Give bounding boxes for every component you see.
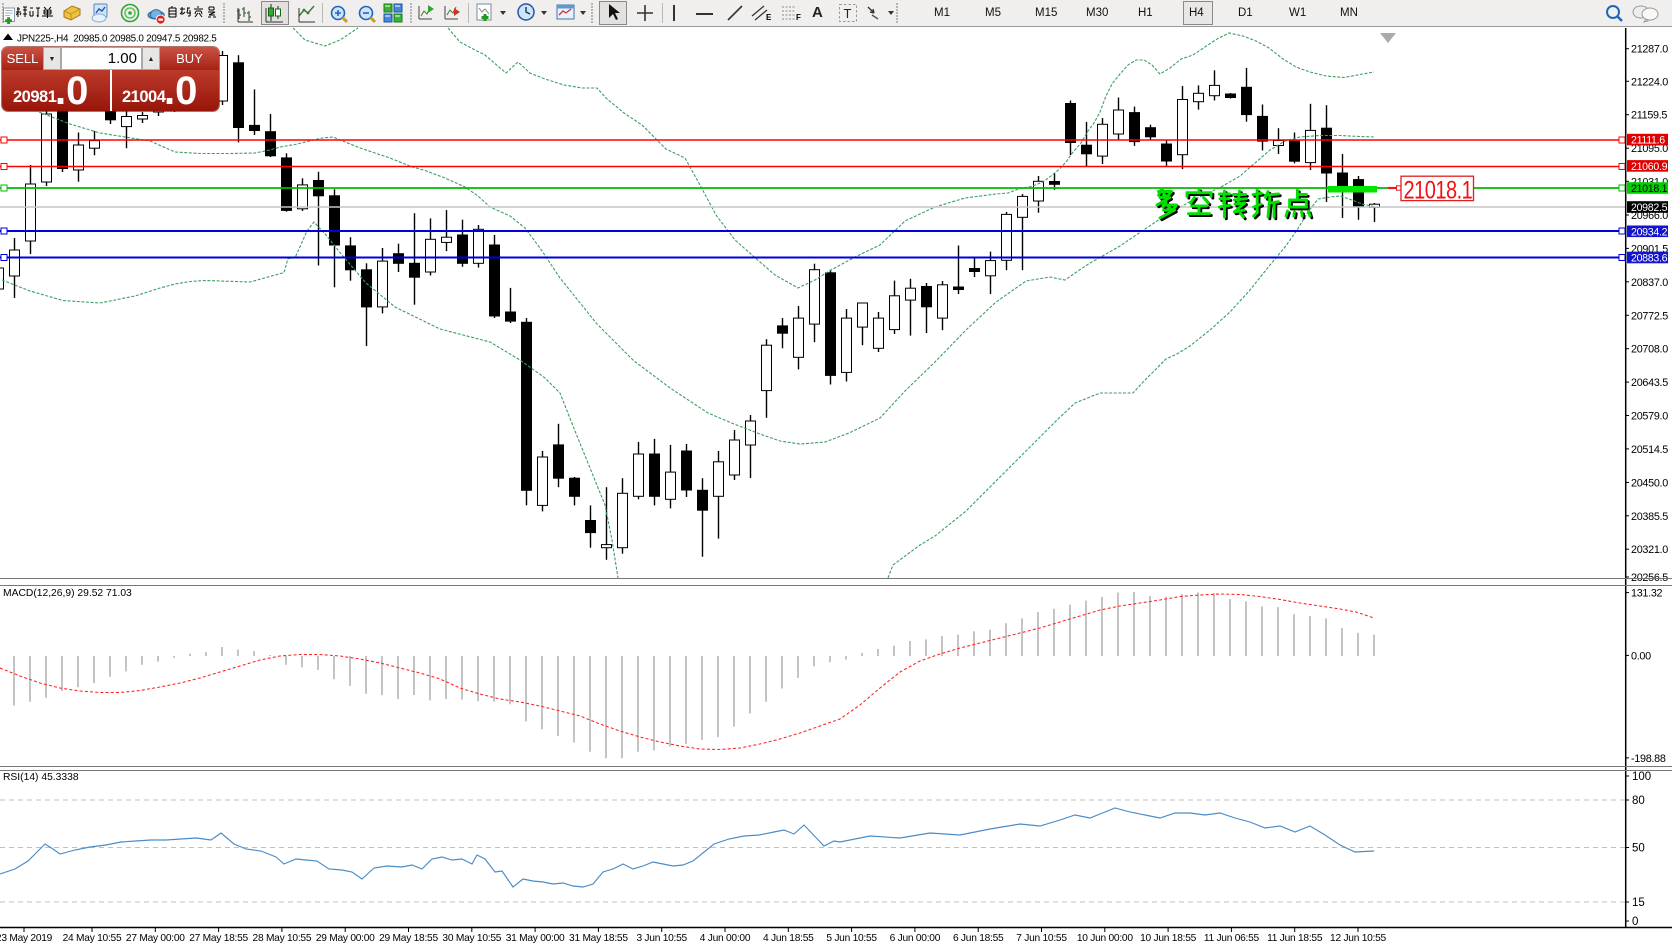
svg-text:15: 15 (1632, 897, 1645, 909)
svg-text:0.00: 0.00 (1631, 650, 1651, 662)
svg-text:-198.88: -198.88 (1631, 753, 1666, 765)
svg-text:20934.2: 20934.2 (1631, 226, 1668, 238)
svg-text:21224.0: 21224.0 (1631, 76, 1668, 88)
svg-text:30 May 10:55: 30 May 10:55 (442, 933, 501, 944)
svg-text:3 Jun 10:55: 3 Jun 10:55 (636, 933, 687, 944)
svg-text:12 Jun 10:55: 12 Jun 10:55 (1330, 933, 1386, 944)
svg-text:20837.0: 20837.0 (1631, 277, 1668, 289)
svg-text:28 May 10:55: 28 May 10:55 (253, 933, 312, 944)
svg-text:20514.5: 20514.5 (1631, 444, 1668, 456)
svg-text:20982.5: 20982.5 (1631, 202, 1668, 214)
svg-text:20708.0: 20708.0 (1631, 344, 1668, 356)
svg-text:20966.0: 20966.0 (1631, 210, 1668, 222)
svg-text:RSI(14) 45.3338: RSI(14) 45.3338 (3, 772, 79, 783)
svg-text:21111.6: 21111.6 (1631, 135, 1665, 147)
svg-text:4 Jun 00:00: 4 Jun 00:00 (700, 933, 751, 944)
svg-text:6 Jun 18:55: 6 Jun 18:55 (953, 933, 1004, 944)
svg-text:21018.1: 21018.1 (1631, 183, 1668, 195)
svg-text:4 Jun 18:55: 4 Jun 18:55 (763, 933, 814, 944)
svg-text:11 Jun 06:55: 11 Jun 06:55 (1204, 933, 1260, 944)
svg-text:20772.5: 20772.5 (1631, 310, 1668, 322)
svg-text:20385.5: 20385.5 (1631, 511, 1668, 523)
svg-text:JPN225-,H4 20985.0 20985.0 20: JPN225-,H4 20985.0 20985.0 20947.5 20982… (17, 34, 217, 45)
svg-text:7 Jun 10:55: 7 Jun 10:55 (1016, 933, 1067, 944)
svg-text:29 May 00:00: 29 May 00:00 (316, 933, 375, 944)
svg-text:131.32: 131.32 (1631, 588, 1663, 600)
svg-text:100: 100 (1632, 771, 1651, 783)
svg-text:10 Jun 00:00: 10 Jun 00:00 (1077, 933, 1133, 944)
svg-text:20643.5: 20643.5 (1631, 377, 1668, 389)
svg-text:11 Jun 18:55: 11 Jun 18:55 (1267, 933, 1323, 944)
svg-text:MACD(12,26,9) 29.52 71.03: MACD(12,26,9) 29.52 71.03 (3, 588, 132, 599)
svg-text:27 May 00:00: 27 May 00:00 (126, 933, 185, 944)
svg-text:23 May 2019: 23 May 2019 (0, 933, 53, 944)
svg-text:F: F (796, 13, 801, 22)
svg-text:T: T (844, 6, 852, 21)
svg-text:31 May 00:00: 31 May 00:00 (506, 933, 565, 944)
svg-text:20883.6: 20883.6 (1631, 253, 1668, 265)
svg-text:21018.1: 21018.1 (1404, 176, 1473, 204)
svg-text:21159.5: 21159.5 (1631, 110, 1667, 122)
svg-text:50: 50 (1632, 843, 1645, 855)
svg-text:5 Jun 10:55: 5 Jun 10:55 (826, 933, 877, 944)
svg-text:E: E (766, 13, 772, 22)
svg-text:21287.0: 21287.0 (1631, 44, 1668, 56)
svg-text:80: 80 (1632, 795, 1645, 807)
svg-text:10 Jun 18:55: 10 Jun 18:55 (1140, 933, 1196, 944)
svg-text:29 May 18:55: 29 May 18:55 (379, 933, 438, 944)
svg-text:31 May 18:55: 31 May 18:55 (569, 933, 628, 944)
svg-text:20321.0: 20321.0 (1631, 544, 1668, 556)
svg-text:21060.9: 21060.9 (1631, 161, 1668, 173)
svg-text:0: 0 (1632, 916, 1638, 928)
svg-text:27 May 18:55: 27 May 18:55 (189, 933, 248, 944)
svg-text:20450.0: 20450.0 (1631, 477, 1668, 489)
svg-text:20579.0: 20579.0 (1631, 411, 1668, 423)
svg-text:24 May 10:55: 24 May 10:55 (63, 933, 122, 944)
svg-text:6 Jun 00:00: 6 Jun 00:00 (890, 933, 941, 944)
svg-text:21095.0: 21095.0 (1631, 143, 1668, 155)
